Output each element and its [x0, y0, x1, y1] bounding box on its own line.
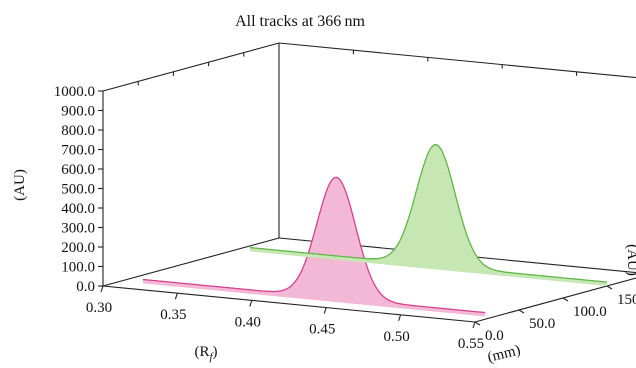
axis-edge-rf-front [102, 285, 476, 323]
x-tick-label: 0.35 [160, 307, 186, 323]
x-tick-label: 0.45 [309, 322, 335, 338]
x-tick-mark [398, 314, 402, 321]
z-tick-label: 100.0 [573, 304, 607, 320]
ticks-layer: 0.30 0.35 0.40 0.45 0.50 0.550.0100.0200.0300… [54, 50, 636, 352]
y-tick-label-left: 0.0 [76, 279, 95, 295]
y-tick-label-left: 400.0 [61, 201, 95, 217]
x-axis-label-base: (R [194, 344, 209, 360]
x-tick-mark [249, 300, 253, 307]
axis-edge-mm-back-floor [102, 237, 280, 287]
series-layer [142, 143, 608, 317]
series-2-line [249, 143, 608, 283]
y-tick-label-left: 600.0 [61, 162, 95, 178]
chart-title: All tracks at 366 nm [235, 13, 365, 30]
z-tick-mark [474, 321, 481, 326]
series-1-area [142, 177, 486, 317]
z-tick-label: 50.0 [529, 316, 555, 332]
series-1-line [142, 176, 486, 314]
y-tick-label-left: 800.0 [61, 123, 95, 139]
x-tick-mark [323, 307, 327, 314]
y-tick-label-left: 500.0 [61, 182, 95, 198]
x-axis-label-close: ) [213, 344, 218, 360]
y-axis-label-left: (AU) [12, 169, 28, 201]
y-tick-label-left: 200.0 [61, 240, 95, 256]
y-tick-label-left: 900.0 [61, 104, 95, 120]
axis-edge-top-back [278, 42, 636, 79]
x-tick-label: 0.30 [86, 300, 112, 316]
z-tick-mark [606, 285, 613, 290]
z-tick-label: 150.0 [617, 292, 636, 308]
z-axis-label: (mm) [486, 342, 522, 366]
x-axis-label-sub: f [209, 351, 214, 363]
y-tick-label-left: 1000.0 [54, 84, 95, 100]
series-2-area [249, 144, 607, 286]
z-tick-mark [518, 309, 525, 314]
axis-edge-mm-right [474, 277, 636, 323]
z-tick-label: 0.0 [485, 328, 504, 344]
x-tick-mark [472, 321, 476, 329]
axis-edge-top-left [102, 42, 280, 92]
x-axis-label: (Rf) [194, 344, 217, 363]
z-tick-mark [562, 297, 569, 302]
y-axis-label-right: (AU) [624, 244, 636, 276]
x-tick-label: 0.40 [235, 314, 261, 330]
y-tick-label-left: 300.0 [61, 221, 95, 237]
x-tick-label: 0.50 [383, 329, 409, 345]
x-tick-mark [174, 293, 178, 300]
x-tick-label: 0.55 [458, 336, 484, 352]
x-tick-mark [100, 285, 104, 293]
y-tick-label-left: 700.0 [61, 143, 95, 159]
y-tick-label-left: 100.0 [61, 260, 95, 276]
